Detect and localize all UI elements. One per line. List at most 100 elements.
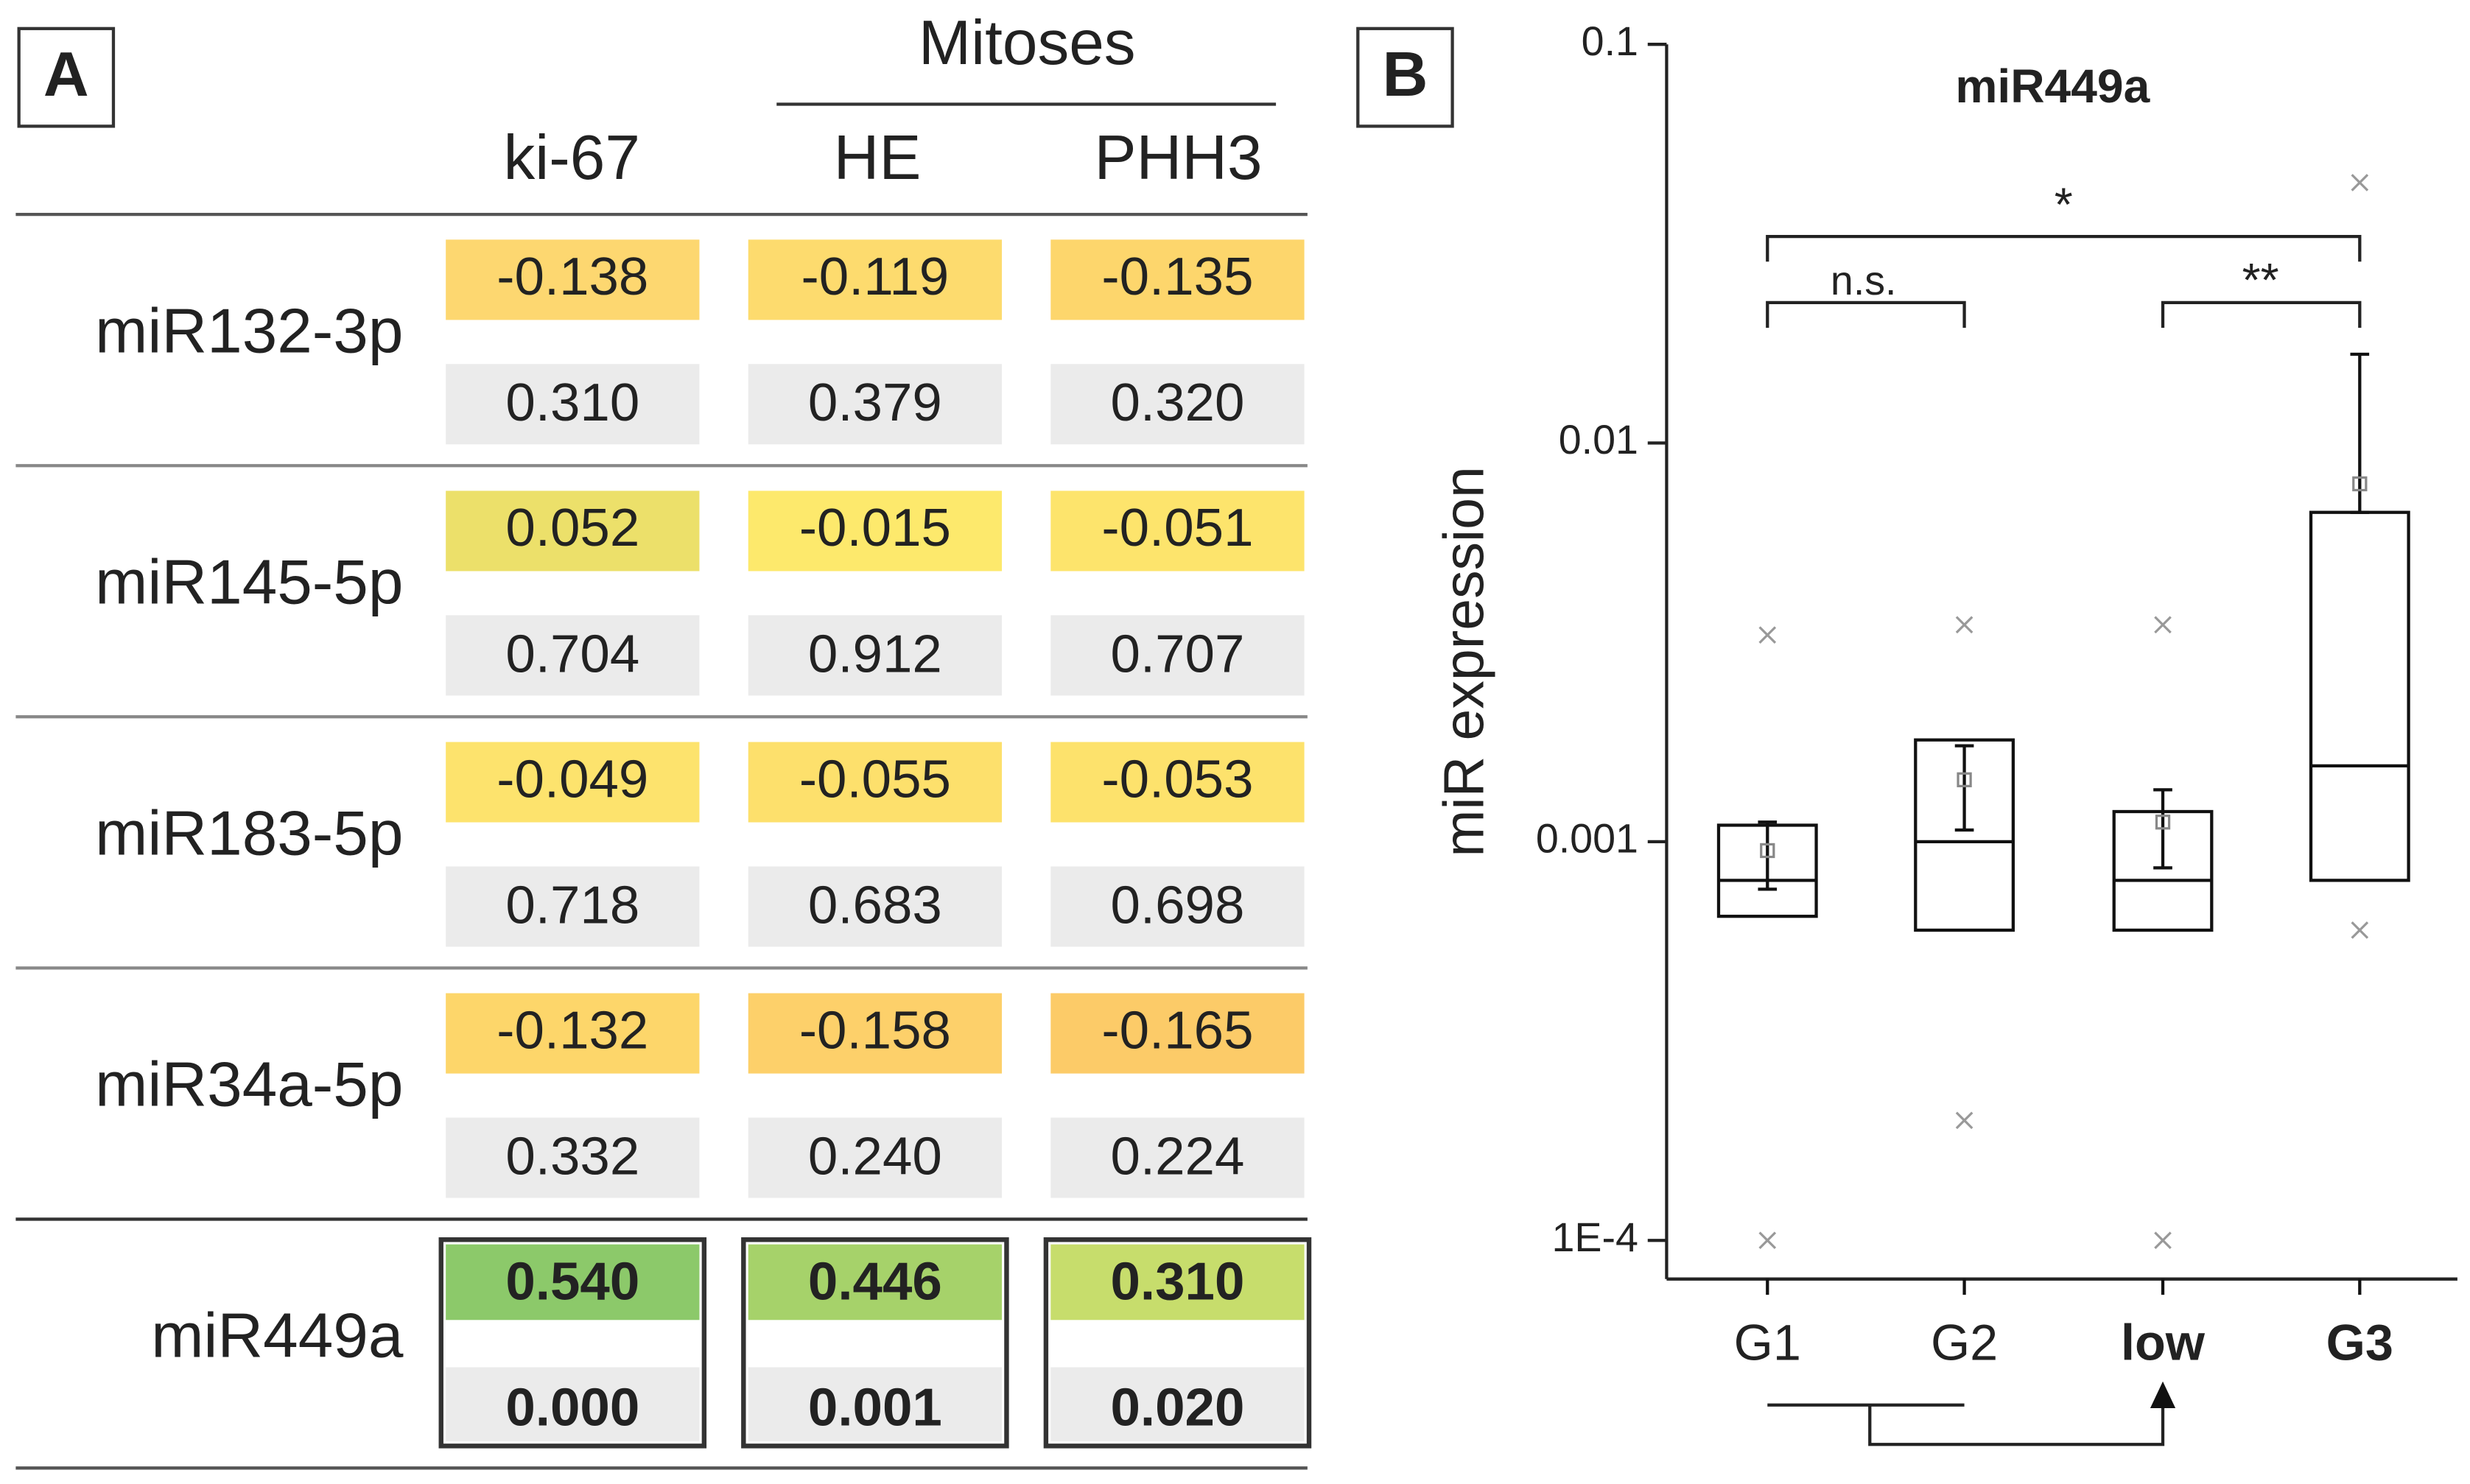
r-cell <box>748 1244 1003 1321</box>
r-value: 0.310 <box>1110 1251 1244 1311</box>
mean-marker <box>2352 476 2368 492</box>
r-value: -0.119 <box>801 247 950 306</box>
p-cell <box>446 1117 700 1198</box>
p-cell <box>748 615 1003 696</box>
p-value: 0.224 <box>1110 1126 1244 1186</box>
r-value: 0.540 <box>505 1251 639 1311</box>
r-value: -0.053 <box>1101 749 1253 809</box>
r-cell <box>446 239 700 320</box>
extreme-marker <box>2351 921 2369 939</box>
r-value: -0.049 <box>497 749 648 809</box>
group-header: Mitoses <box>919 8 1136 78</box>
r-value: -0.015 <box>799 498 951 558</box>
group-connector <box>1767 1403 2165 1446</box>
y-axis-label: miR expression <box>1432 466 1495 857</box>
row-name: miR183-5p <box>95 799 403 869</box>
r-cell <box>748 993 1003 1074</box>
mean-marker <box>1760 843 1775 859</box>
panel-box <box>17 27 116 128</box>
x-tick-label: G3 <box>2326 1315 2393 1371</box>
r-value: -0.135 <box>1101 247 1253 306</box>
r-value: -0.055 <box>799 749 951 809</box>
extreme-marker <box>1955 616 1973 634</box>
bracket <box>2161 300 2362 328</box>
y-tick-label: 0.1 <box>1582 18 1638 64</box>
p-cell <box>446 1367 700 1441</box>
p-value: 0.707 <box>1110 624 1244 683</box>
p-value: 0.310 <box>505 373 639 432</box>
p-cell <box>748 1117 1003 1198</box>
extreme-marker <box>1758 1231 1777 1250</box>
panel-box <box>1356 27 1454 128</box>
r-cell <box>1050 239 1305 320</box>
p-value: 0.332 <box>505 1126 639 1186</box>
x-tick-label: G1 <box>1734 1315 1801 1371</box>
p-cell <box>1050 1367 1305 1441</box>
y-tick-label: 0.01 <box>1559 417 1638 463</box>
p-cell <box>748 866 1003 947</box>
r-value: -0.158 <box>799 1000 951 1060</box>
column-header: PHH3 <box>1094 123 1262 193</box>
p-value: 0.320 <box>1110 373 1244 432</box>
brackets <box>1766 234 2362 1446</box>
chart-title: miR449a <box>1955 60 2150 113</box>
r-value: -0.138 <box>497 247 648 306</box>
bracket <box>1766 300 1966 328</box>
p-value: 0.240 <box>808 1126 942 1186</box>
p-cell <box>1050 1117 1305 1198</box>
extreme-marker <box>1955 1111 1973 1130</box>
bracket <box>1766 234 2362 262</box>
r-value: -0.165 <box>1101 1000 1253 1060</box>
panel-label: A <box>43 40 89 110</box>
arrow-head <box>2150 1381 2176 1409</box>
row-name: miR132-3p <box>95 296 403 366</box>
p-cell <box>1050 615 1305 696</box>
annotation: * <box>2055 178 2073 231</box>
annotation: ** <box>2242 253 2279 306</box>
r-cell <box>446 742 700 823</box>
r-value: -0.051 <box>1101 498 1253 558</box>
row-name: miR145-5p <box>95 547 403 617</box>
box <box>1914 738 2015 932</box>
box <box>2309 510 2410 882</box>
p-value: 0.379 <box>808 373 942 432</box>
r-cell <box>748 239 1003 320</box>
r-cell <box>446 1244 700 1321</box>
p-value: 0.912 <box>808 624 942 683</box>
p-value: 0.683 <box>808 875 942 935</box>
column-header: HE <box>834 123 922 193</box>
r-value: -0.132 <box>497 1000 648 1060</box>
r-cell <box>1050 1244 1305 1321</box>
row-name: miR449a <box>151 1301 404 1371</box>
r-cell <box>446 490 700 572</box>
p-cell <box>748 1367 1003 1441</box>
p-cell <box>446 364 700 445</box>
p-cell <box>1050 866 1305 947</box>
p-value: 0.001 <box>808 1378 942 1438</box>
extreme-marker <box>2154 1231 2172 1250</box>
r-cell <box>1050 993 1305 1074</box>
mean-marker <box>2155 815 2171 830</box>
r-cell <box>1050 490 1305 572</box>
extreme-marker <box>2351 174 2369 191</box>
p-cell <box>446 866 700 947</box>
r-value: 0.052 <box>505 498 639 558</box>
r-cell <box>748 742 1003 823</box>
mean-marker <box>1957 772 1972 787</box>
y-tick-label: 0.001 <box>1536 816 1638 862</box>
column-header: ki-67 <box>504 123 640 193</box>
y-tick-label: 1E-4 <box>1552 1214 1638 1260</box>
p-value: 0.698 <box>1110 875 1244 935</box>
annotation: n.s. <box>1831 258 1897 303</box>
p-cell <box>748 364 1003 445</box>
extreme-marker <box>2154 616 2172 634</box>
r-cell <box>446 993 700 1074</box>
p-value: 0.718 <box>505 875 639 935</box>
r-cell <box>1050 742 1305 823</box>
r-cell <box>748 490 1003 572</box>
p-cell <box>1050 364 1305 445</box>
x-tick-label: low <box>2121 1315 2206 1371</box>
x-tick-label: G2 <box>1931 1315 1998 1371</box>
panel-label: B <box>1383 40 1428 110</box>
